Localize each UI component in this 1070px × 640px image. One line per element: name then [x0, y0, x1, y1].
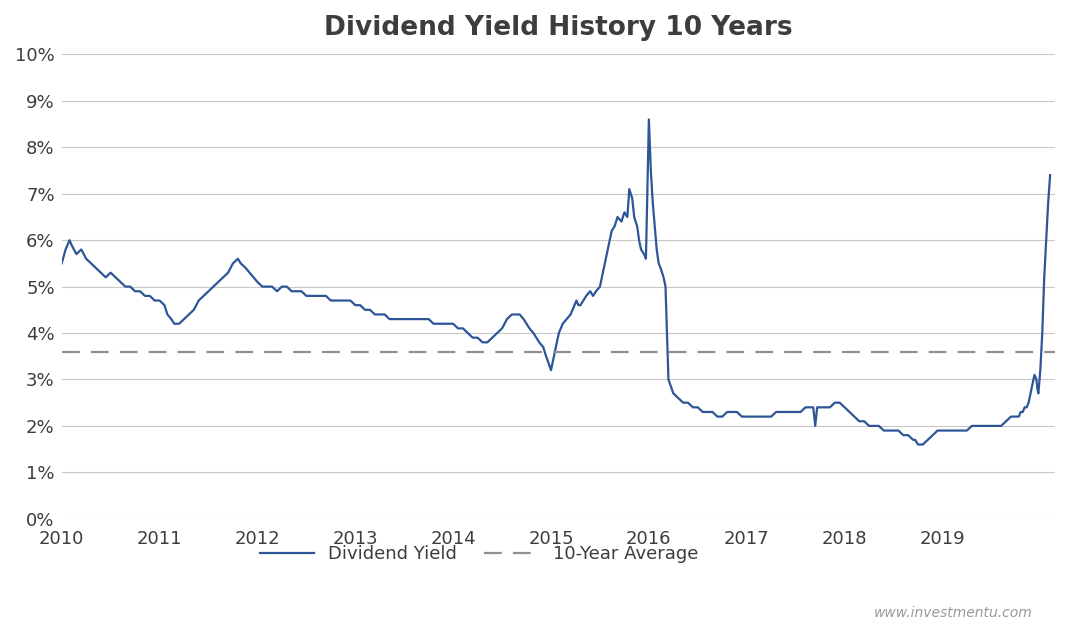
Dividend Yield — [119, 283, 132, 291]
Dividend Yield — [556, 320, 569, 328]
Line: Dividend Yield: Dividend Yield — [62, 120, 1050, 444]
Dividend Yield — [630, 223, 643, 230]
Dividend Yield — [574, 301, 586, 309]
Dividend Yield — [1026, 380, 1039, 388]
Dividend Yield — [437, 320, 449, 328]
Title: Dividend Yield History 10 Years: Dividend Yield History 10 Years — [324, 15, 793, 41]
Dividend Yield — [1043, 172, 1056, 179]
Dividend Yield — [642, 116, 655, 124]
Dividend Yield — [56, 260, 68, 268]
Legend: Dividend Yield, 10-Year Average: Dividend Yield, 10-Year Average — [253, 538, 705, 570]
Dividend Yield — [912, 440, 924, 448]
Text: www.investmentu.com: www.investmentu.com — [874, 605, 1033, 620]
